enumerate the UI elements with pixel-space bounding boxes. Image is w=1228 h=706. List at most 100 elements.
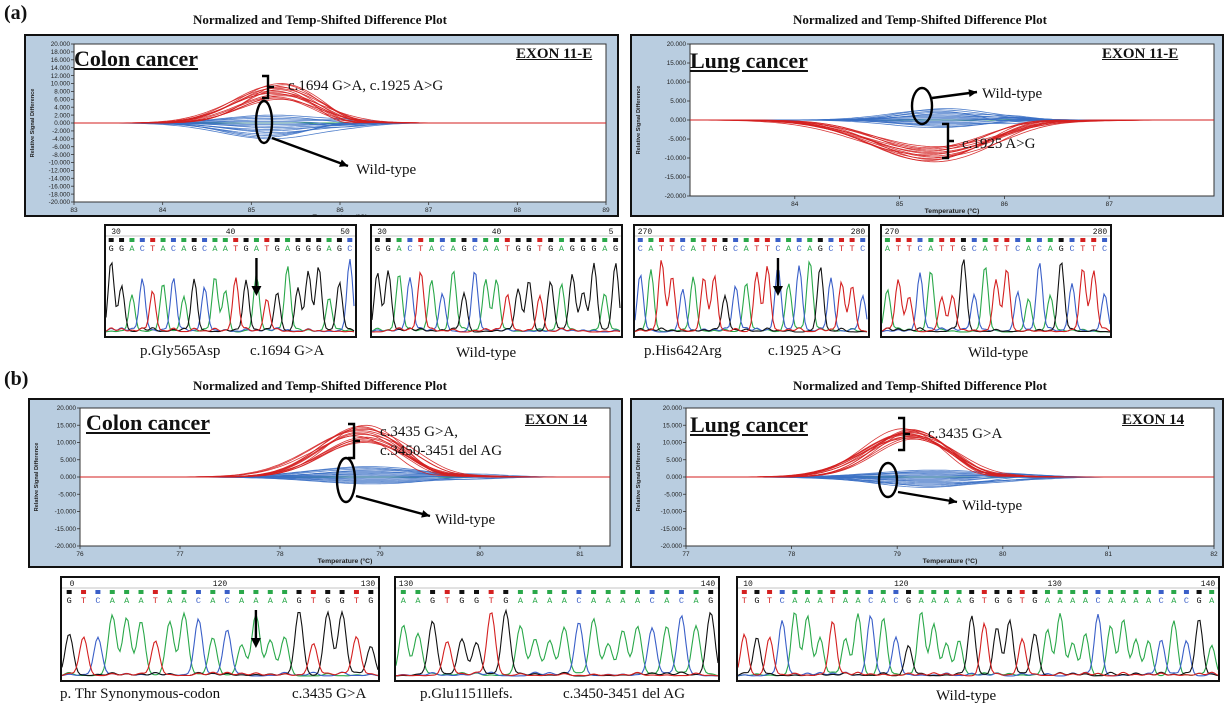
base-letter: A [843,596,849,606]
x-tick-label: 85 [248,207,256,214]
quality-square [754,590,760,594]
quality-square [124,590,130,594]
base-letter: T [150,244,155,254]
y-tick-label: 5.000 [666,457,682,464]
y-tick-label: -10.000 [55,509,77,516]
section-label-b: (b) [4,368,29,390]
base-letter: G [368,596,373,606]
wildtype-ellipse [877,461,899,499]
quality-square [828,238,834,242]
trace-T [635,260,868,333]
base-letter: T [701,244,706,254]
quality-square [917,238,923,242]
base-letter: C [440,244,445,254]
quality-square [212,238,218,242]
base-letter: A [928,244,934,254]
quality-square [637,238,643,242]
caption-a4: Wild-type [968,345,1029,361]
y-axis-label: Relative Signal Difference [636,443,642,512]
x-axis-label: Temperature (°C) [923,557,978,565]
quality-square [722,238,728,242]
quality-square [939,238,945,242]
quality-square [210,590,216,594]
base-letter: A [1058,596,1064,606]
x-tick-label: 82 [1210,551,1218,558]
y-tick-label: -10.000 [661,509,683,516]
base-letter: A [693,596,699,606]
base-letter: A [181,244,187,254]
quality-square [591,238,597,242]
base-letter: A [1083,596,1089,606]
base-letter: C [733,244,738,254]
y-tick-label: -18.000 [49,191,71,198]
base-letter: T [993,244,998,254]
base-letter: C [1069,244,1074,254]
base-letter: A [124,596,130,606]
quality-square [347,238,353,242]
caption-b2-mutation: c.3450-3451 del AG [563,686,686,702]
base-letter: G [316,244,321,254]
mutant-label-a-colon: c.1694 G>A, c.1925 A>G [288,78,444,94]
base-letter: A [268,596,274,606]
base-letter: A [1108,596,1114,606]
y-tick-label: 0.000 [54,120,70,127]
quality-square [429,238,435,242]
x-tick-label: 84 [791,201,799,208]
y-tick-label: -20.000 [49,199,71,206]
quality-square [1026,238,1032,242]
base-letter: T [264,244,269,254]
base-letter: T [1020,596,1025,606]
base-letter: A [1209,596,1215,606]
base-letter: A [1048,244,1054,254]
base-letter: A [110,596,116,606]
quality-square [1080,238,1086,242]
base-letter: T [1080,244,1085,254]
trace-T [62,635,378,677]
quality-square [66,590,72,594]
quality-square [138,590,144,594]
base-letter: C [917,244,922,254]
base-letter: A [167,596,173,606]
base-letter: G [708,596,713,606]
base-letter: C [1102,244,1107,254]
quality-square [439,238,445,242]
base-letter: A [931,596,937,606]
cancer-label-b-colon: Colon cancer [86,410,211,435]
quality-square [400,590,406,594]
base-letter: T [153,596,158,606]
x-tick-label: 89 [602,207,610,214]
base-letter: A [253,596,259,606]
section-label-a: (a) [4,2,28,24]
base-letter: A [239,596,245,606]
y-tick-label: 10.000 [667,79,687,86]
quality-square [353,590,359,594]
quality-square [526,238,532,242]
quality-square [474,590,479,594]
quality-square [855,590,861,594]
quality-square [181,590,187,594]
quality-square [658,238,664,242]
position-number: 120 [894,580,909,589]
mutant-bracket [348,422,360,460]
base-letter: C [680,244,685,254]
base-letter: A [494,244,500,254]
quality-square [701,238,707,242]
base-letter: A [620,596,626,606]
mutant-curve [74,83,606,124]
base-letter: C [1095,596,1100,606]
plot-title-a-colon: Normalized and Temp-Shifted Difference P… [193,12,447,27]
mutant-curve [80,424,610,478]
caption-a1-mutation: c.1694 G>A [250,343,325,359]
y-tick-label: 20.000 [57,405,77,412]
quality-square [1070,590,1076,594]
base-letter: T [1004,244,1009,254]
base-letter: C [472,244,477,254]
exon-label-b-lung: EXON 14 [1122,412,1185,428]
base-letter: T [896,244,901,254]
quality-square [167,590,173,594]
x-tick-label: 86 [336,207,344,214]
chromatogram-a4: 270 280 A T T C A T T G C A T T C A C A G C T T C [880,224,1112,338]
y-tick-label: -15.000 [665,174,687,181]
trace-T [882,268,1110,333]
base-letter: C [347,244,352,254]
